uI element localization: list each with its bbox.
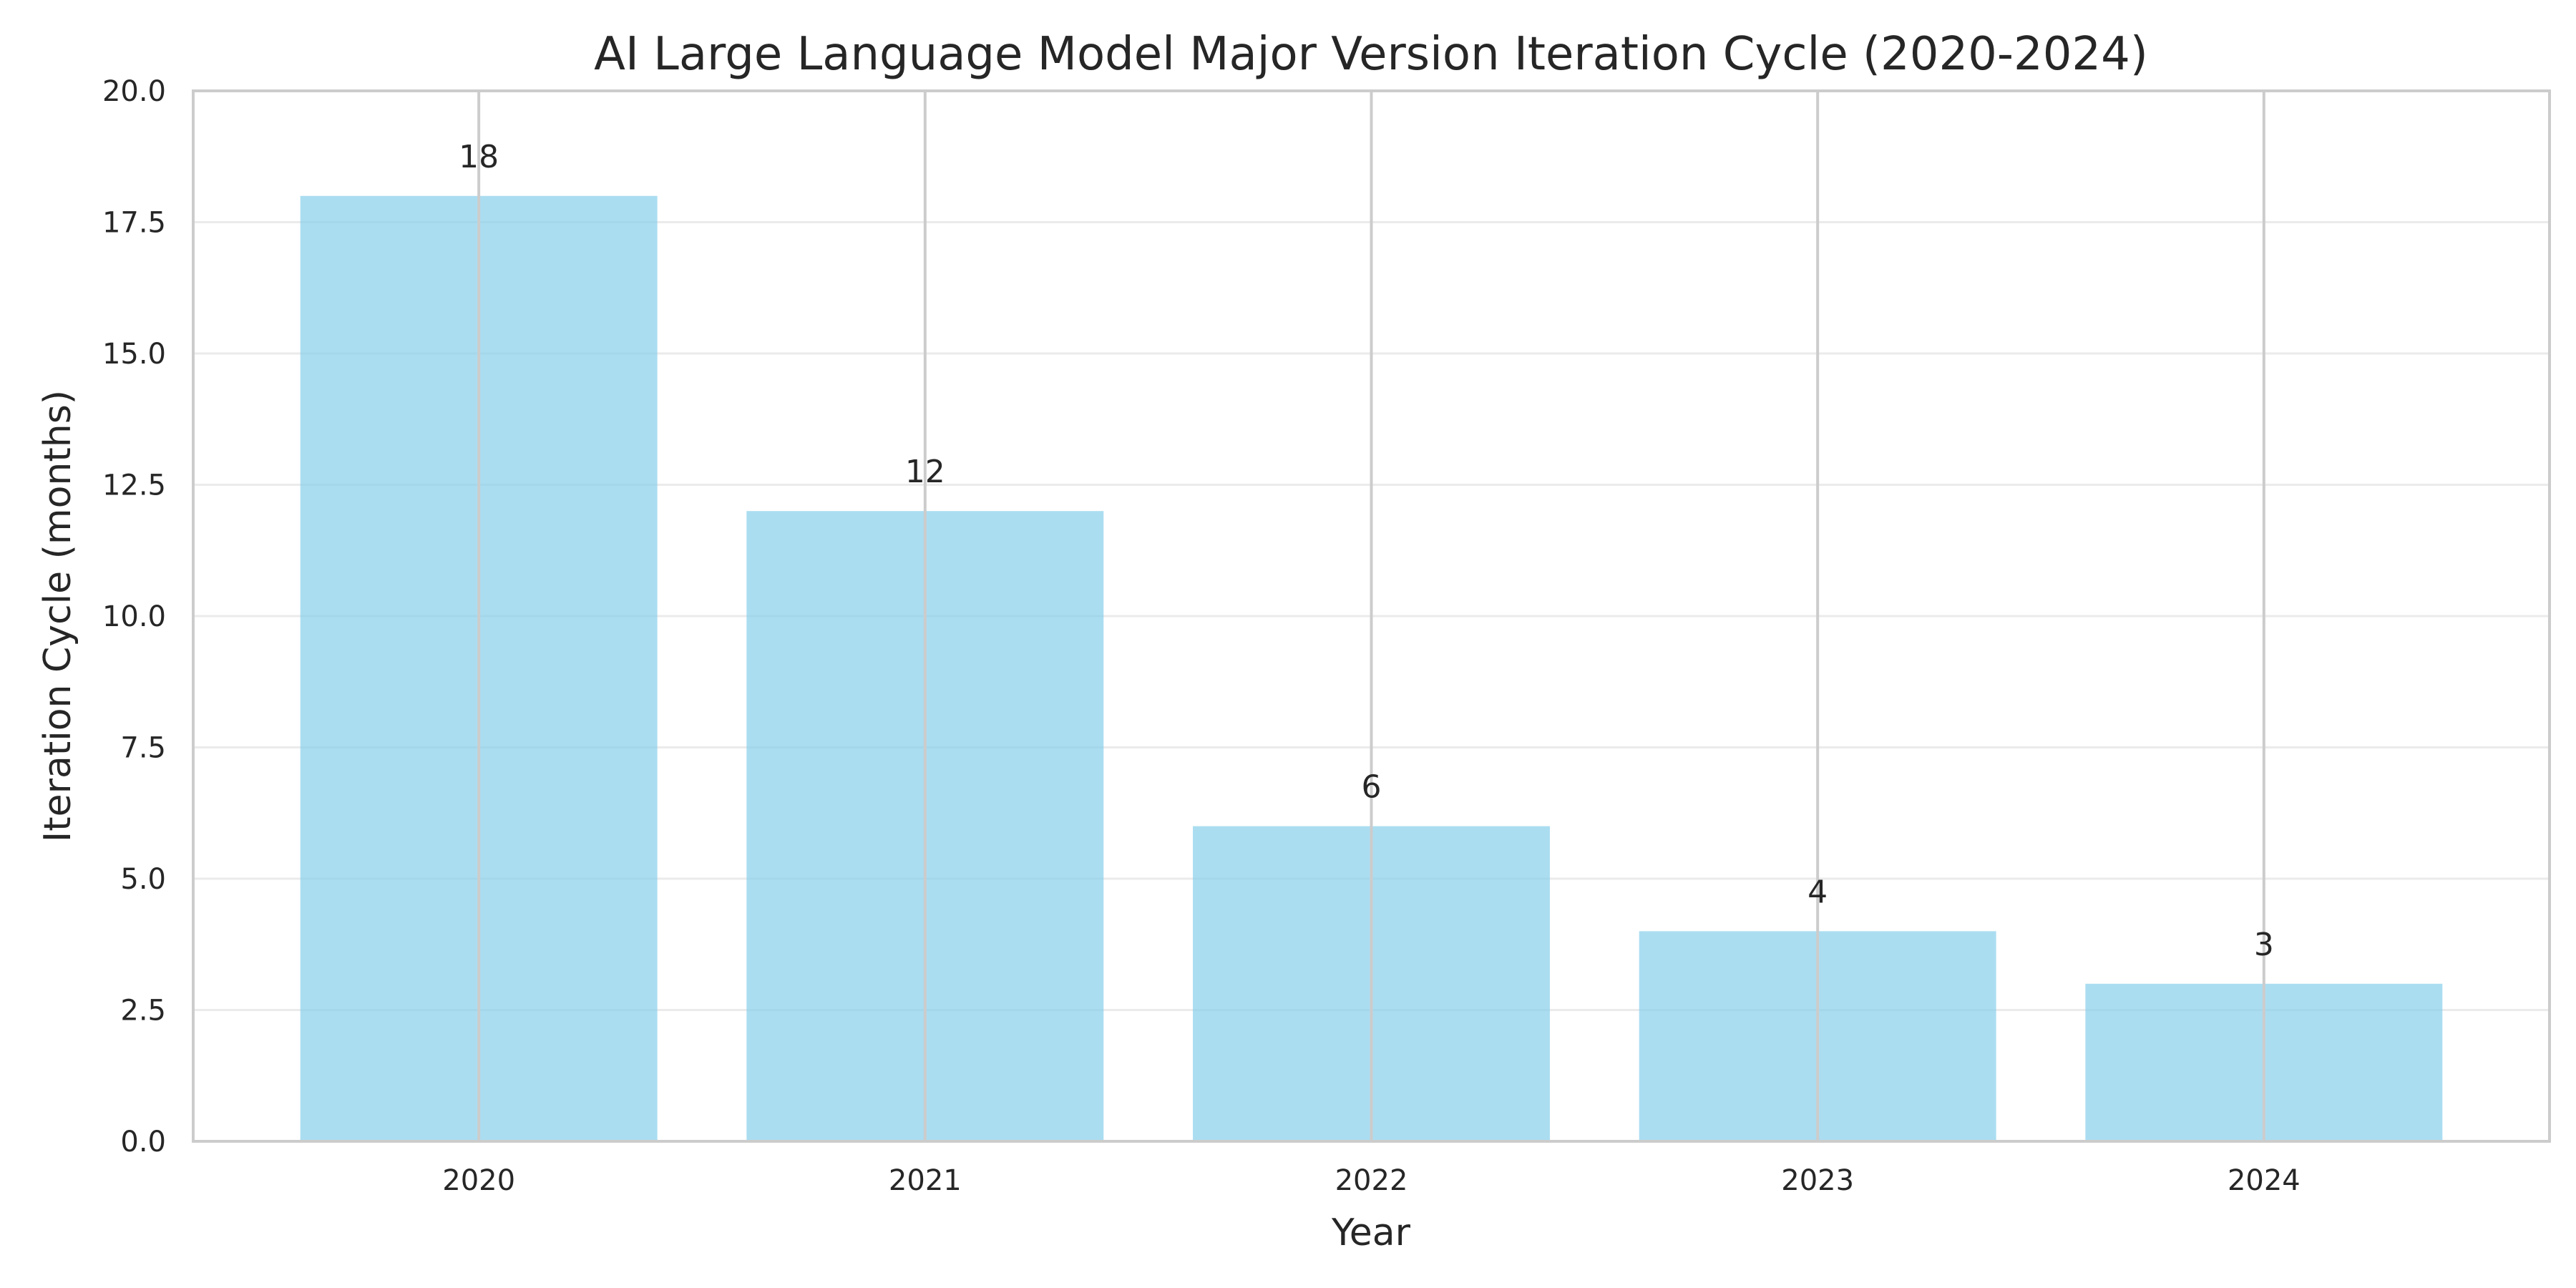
y-tick-label: 17.5 [102, 207, 166, 240]
vertical-gridlines [477, 91, 2265, 1141]
y-tick-label: 7.5 [120, 732, 166, 765]
data-label: 6 [1362, 769, 1382, 806]
data-labels: 18 12 6 4 3 [459, 139, 2274, 963]
y-tick-label: 0.0 [120, 1126, 166, 1158]
x-tick-label: 2021 [889, 1164, 962, 1197]
y-tick-label: 5.0 [120, 863, 166, 896]
x-tick-label: 2024 [2228, 1164, 2301, 1197]
y-tick-label: 12.5 [102, 469, 166, 502]
x-tick-labels: 2020 2021 2022 2023 2024 [442, 1164, 2300, 1197]
x-tick-label: 2023 [1781, 1164, 1854, 1197]
data-label: 18 [459, 139, 499, 175]
y-tick-label: 10.0 [102, 600, 166, 633]
x-tick-label: 2020 [442, 1164, 515, 1197]
y-tick-labels: 0.0 2.5 5.0 7.5 10.0 12.5 15.0 17.5 20.0 [102, 75, 166, 1158]
chart-title: AI Large Language Model Major Version It… [594, 28, 2148, 81]
data-label: 4 [1807, 874, 1828, 910]
y-axis-label: Iteration Cycle (months) [36, 390, 79, 842]
plot-area-frame [192, 89, 2551, 1143]
y-tick-label: 2.5 [120, 995, 166, 1028]
data-label: 3 [2254, 927, 2274, 963]
y-tick-label: 15.0 [102, 338, 166, 371]
data-label: 12 [905, 454, 945, 490]
y-tick-label: 20.0 [102, 75, 166, 108]
x-axis-label: Year [1331, 1211, 1411, 1254]
x-tick-label: 2022 [1335, 1164, 1408, 1197]
